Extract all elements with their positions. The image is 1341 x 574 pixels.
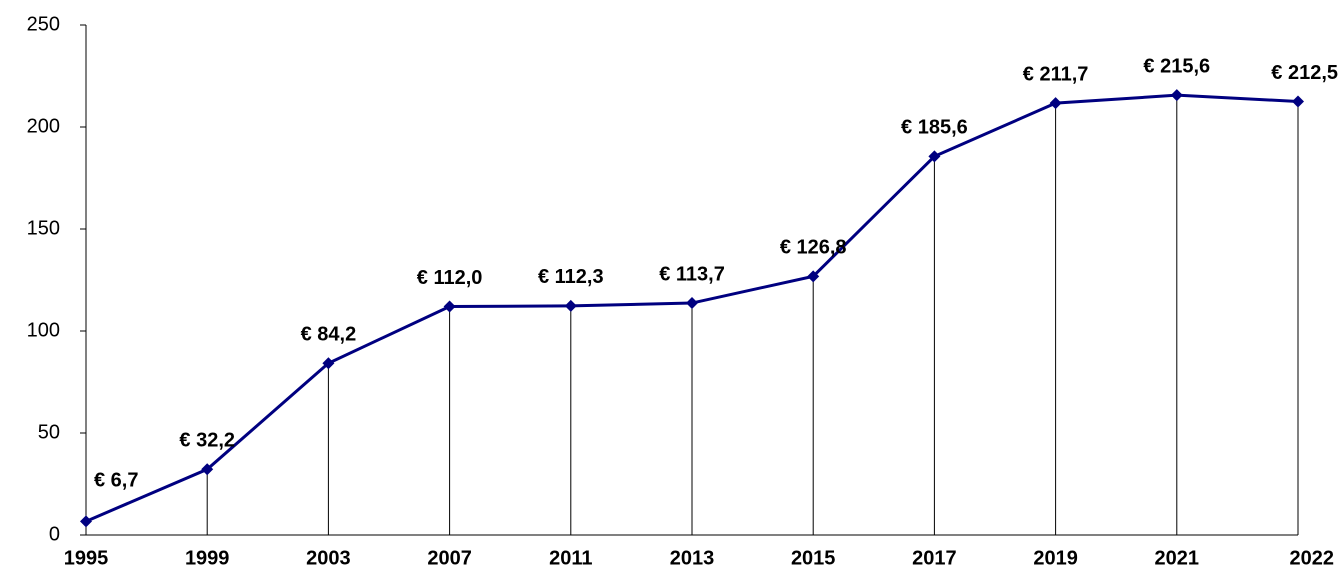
marker [322,357,335,370]
data-label: € 212,5 [1271,62,1338,84]
y-tick-label: 200 [27,115,60,137]
data-label: € 126,8 [780,237,847,259]
x-tick-label: 2003 [306,547,351,569]
y-tick-label: 0 [49,523,60,545]
x-tick-label: 2015 [791,547,836,569]
x-tick-label: 2013 [670,547,715,569]
data-label: € 215,6 [1143,55,1210,77]
x-tick-label: 2022 [1290,547,1335,569]
data-label: € 6,7 [94,470,138,492]
y-tick-label: 50 [38,421,60,443]
data-label: € 185,6 [901,117,968,139]
marker [807,270,820,283]
marker [80,515,92,528]
marker [1049,97,1062,110]
data-label: € 211,7 [1023,63,1089,85]
x-tick-label: 2011 [549,547,592,569]
data-label: € 112,0 [417,267,483,289]
x-tick-label: 2019 [1033,547,1078,569]
y-tick-label: 100 [27,319,60,341]
data-label: € 32,2 [179,430,235,452]
data-label: € 84,2 [301,324,357,346]
x-tick-label: 2007 [427,547,472,569]
marker [1292,95,1304,108]
data-label: € 113,7 [659,263,725,285]
marker [201,463,214,476]
x-tick-label: 1999 [185,547,230,569]
x-tick-label: 2021 [1155,547,1200,569]
marker [564,299,577,312]
y-tick-label: 250 [27,13,60,35]
data-label: € 112,3 [538,266,604,288]
marker [1170,89,1183,102]
x-tick-label: 2017 [912,547,957,569]
marker [686,297,698,310]
marker [443,300,456,313]
marker [928,150,941,163]
x-tick-label: 1995 [64,547,109,569]
y-tick-label: 150 [27,217,60,239]
